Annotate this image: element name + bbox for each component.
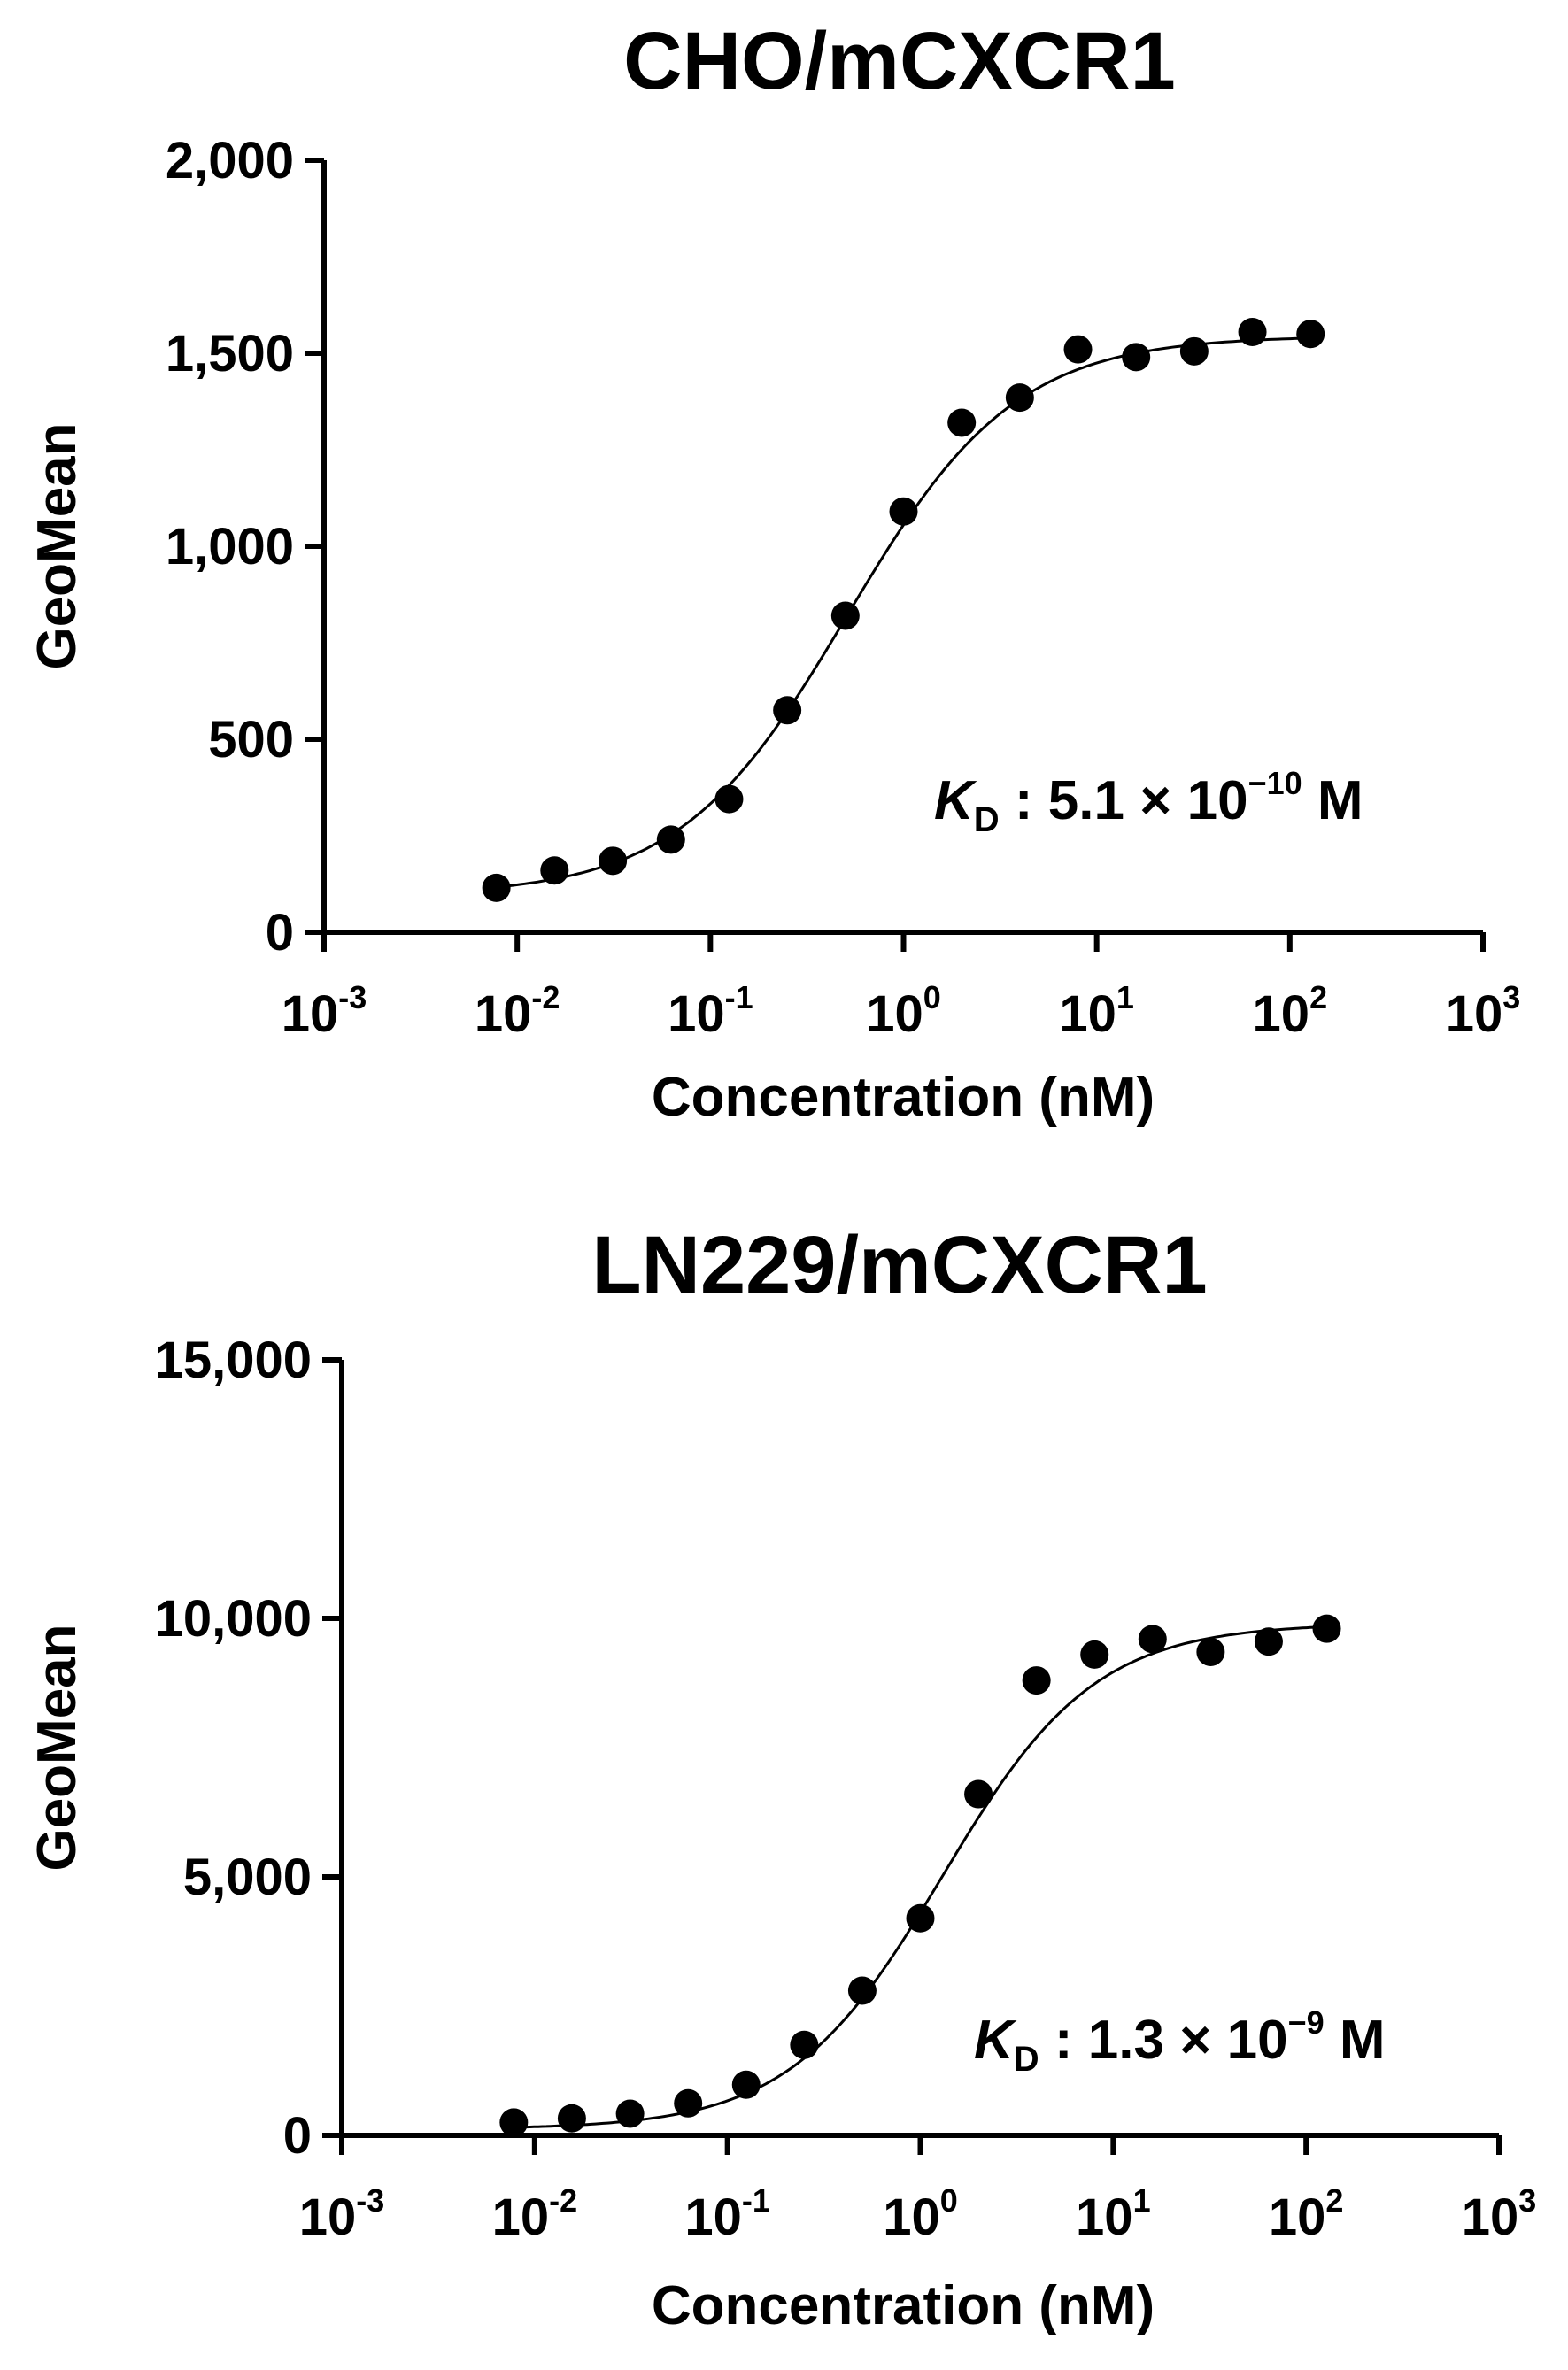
x-tick-label: 100 bbox=[883, 2182, 958, 2246]
data-point bbox=[1312, 1614, 1341, 1643]
x-tick-label: 10-2 bbox=[475, 979, 560, 1043]
data-point bbox=[615, 2099, 645, 2128]
kd-text: : 5.1 × 10 bbox=[1000, 770, 1248, 831]
data-point bbox=[964, 1779, 993, 1809]
y-tick-label: 10,000 bbox=[155, 1590, 312, 1648]
kd-annotation: KD : 5.1 × 10−10 M bbox=[934, 765, 1363, 839]
x-tick-label: 10-1 bbox=[684, 2182, 770, 2246]
kd-text: : 1.3 × 10 bbox=[1039, 2010, 1288, 2071]
y-axis-label: GeoMean bbox=[27, 422, 88, 669]
y-tick-label: 1,500 bbox=[166, 325, 294, 382]
y-tick-label: 0 bbox=[266, 904, 294, 961]
data-point bbox=[1063, 335, 1093, 364]
y-tick-label: 1,000 bbox=[166, 518, 294, 575]
y-ticks: 0 500 1,000 1,500 2,000 bbox=[166, 132, 324, 961]
data-point bbox=[540, 856, 569, 885]
x-axis-label: Concentration (nM) bbox=[652, 2275, 1155, 2336]
data-point bbox=[557, 2104, 586, 2133]
chart-ln229-mcxcr1: LN229/mCXCR1 0 5,000 10,000 15,000 10-3 10-2… bbox=[27, 1220, 1536, 2336]
y-tick-label: 0 bbox=[283, 2107, 312, 2165]
x-tick-label: 103 bbox=[1446, 979, 1521, 1043]
kd-k: K bbox=[934, 770, 977, 831]
data-point bbox=[1254, 1627, 1283, 1656]
kd-subscript: D bbox=[974, 800, 1000, 839]
x-tick-label: 10-3 bbox=[299, 2182, 385, 2246]
x-tick-label: 100 bbox=[866, 979, 941, 1043]
kd-annotation: KD : 1.3 × 10−9 M bbox=[974, 2004, 1386, 2079]
x-axis-label: Concentration (nM) bbox=[652, 1067, 1155, 1128]
data-point bbox=[731, 2070, 761, 2099]
data-points bbox=[482, 318, 1325, 902]
data-point bbox=[1196, 1637, 1225, 1666]
data-point bbox=[947, 408, 977, 437]
y-tick-label: 2,000 bbox=[166, 132, 294, 189]
data-point bbox=[1238, 318, 1267, 347]
kd-exponent: −10 bbox=[1248, 765, 1302, 801]
y-tick-label: 15,000 bbox=[155, 1332, 312, 1389]
data-point bbox=[847, 1976, 877, 2005]
kd-unit: M bbox=[1325, 2010, 1386, 2071]
kd-k: K bbox=[974, 2010, 1017, 2071]
chart-title: LN229/mCXCR1 bbox=[591, 1220, 1207, 1310]
x-ticks: 10-3 10-2 10-1 100 101 102 103 bbox=[282, 932, 1521, 1043]
x-tick-label: 101 bbox=[1076, 2182, 1151, 2246]
data-point bbox=[1138, 1625, 1167, 1654]
x-ticks: 10-3 10-2 10-1 100 101 102 103 bbox=[299, 2135, 1537, 2246]
kd-unit: M bbox=[1302, 770, 1363, 831]
x-tick-label: 101 bbox=[1059, 979, 1134, 1043]
data-point bbox=[773, 696, 802, 725]
data-point bbox=[674, 2088, 703, 2118]
data-point bbox=[906, 1903, 935, 1933]
data-point bbox=[599, 846, 628, 876]
data-point bbox=[1122, 343, 1151, 372]
data-point bbox=[1296, 320, 1325, 349]
data-point bbox=[656, 825, 685, 854]
x-tick-label: 102 bbox=[1253, 979, 1328, 1043]
kd-exponent: −9 bbox=[1288, 2004, 1325, 2041]
data-point bbox=[1005, 383, 1034, 413]
kd-subscript: D bbox=[1014, 2040, 1039, 2079]
data-point bbox=[714, 784, 744, 814]
data-point bbox=[790, 2030, 819, 2059]
data-point bbox=[830, 601, 860, 630]
x-tick-label: 10-3 bbox=[282, 979, 367, 1043]
data-point bbox=[499, 2108, 529, 2137]
x-tick-label: 102 bbox=[1269, 2182, 1344, 2246]
x-tick-label: 10-1 bbox=[668, 979, 753, 1043]
data-point bbox=[1080, 1640, 1109, 1669]
y-ticks: 0 5,000 10,000 15,000 bbox=[155, 1332, 342, 2165]
data-point bbox=[1022, 1666, 1051, 1695]
y-axis-label: GeoMean bbox=[27, 1624, 88, 1871]
data-points bbox=[499, 1614, 1341, 2137]
data-point bbox=[482, 873, 511, 902]
x-tick-label: 10-2 bbox=[492, 2182, 578, 2246]
y-tick-label: 500 bbox=[208, 711, 294, 768]
data-point bbox=[1179, 336, 1209, 366]
chart-title: CHO/mCXCR1 bbox=[623, 16, 1176, 106]
y-tick-label: 5,000 bbox=[183, 1849, 312, 1906]
data-point bbox=[889, 497, 918, 526]
x-tick-label: 103 bbox=[1462, 2182, 1537, 2246]
